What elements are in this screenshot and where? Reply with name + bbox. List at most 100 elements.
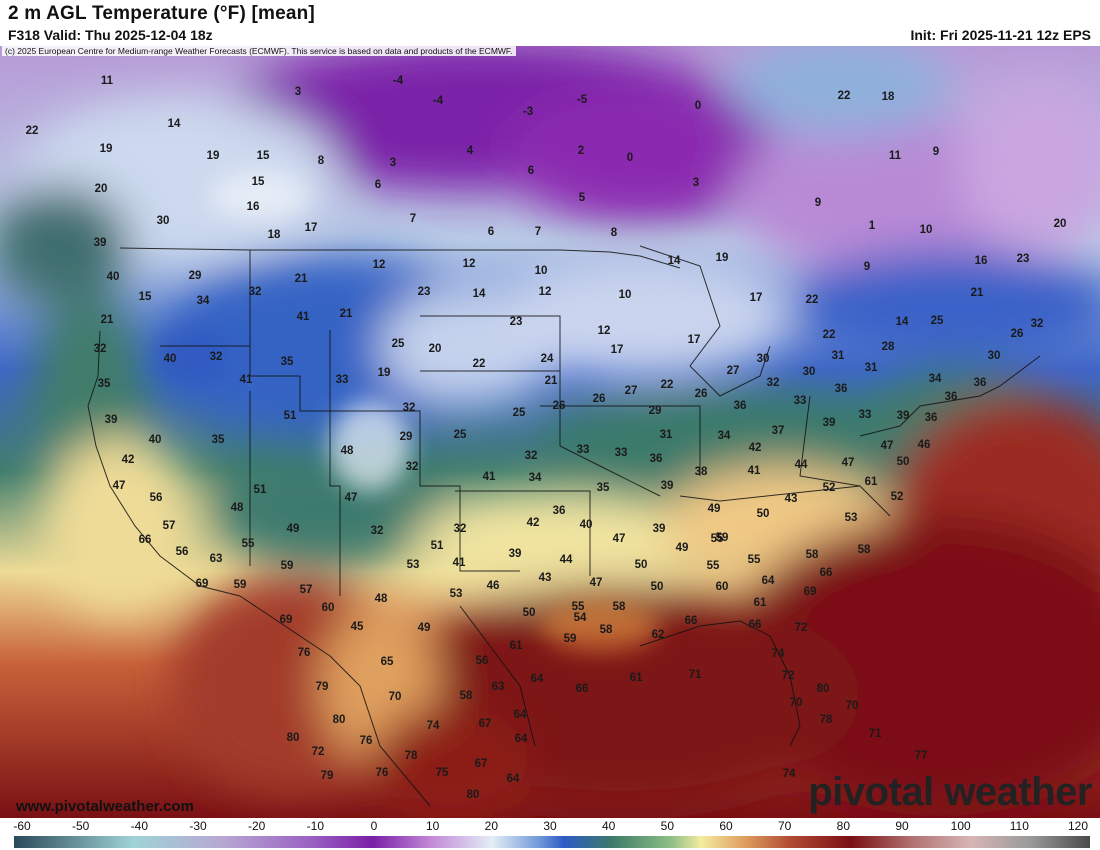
temp-value: 33 [793, 395, 807, 407]
temp-value: 25 [512, 407, 526, 419]
temp-value: 53 [449, 588, 463, 600]
temp-value: 33 [614, 447, 628, 459]
temp-value: 69 [279, 614, 293, 626]
temp-value: 42 [121, 454, 135, 466]
temp-value: 57 [299, 584, 313, 596]
colorbar-tick: -10 [306, 819, 324, 833]
temp-value: 36 [552, 505, 566, 517]
temp-value: 36 [733, 400, 747, 412]
temp-value: 72 [794, 622, 808, 634]
temp-value: 52 [822, 482, 836, 494]
temp-value: 3 [389, 157, 397, 169]
temp-value: 56 [475, 655, 489, 667]
temp-value: 59 [715, 532, 729, 544]
temp-value: 59 [280, 560, 294, 572]
temp-value: -4 [392, 75, 404, 87]
temp-value: 55 [710, 533, 724, 545]
temp-value: 12 [597, 325, 611, 337]
temp-value: 79 [315, 681, 329, 693]
temp-value: 10 [534, 265, 548, 277]
temp-value: 36 [944, 391, 958, 403]
temp-value: 78 [819, 714, 833, 726]
temp-value: 21 [970, 287, 984, 299]
colorbar-tick: 70 [777, 819, 792, 833]
temp-value: 21 [339, 308, 353, 320]
temp-value: 55 [241, 538, 255, 550]
colorbar-ticks: -60 -50 -40 -30 -20 -10 0 10 20 30 40 50 60 70 80 90 100… [0, 818, 1100, 834]
temp-value: 53 [406, 559, 420, 571]
colorbar-tick: 20 [484, 819, 499, 833]
temp-value: 15 [251, 176, 265, 188]
temp-value: 58 [857, 544, 871, 556]
colorbar-tick: 10 [425, 819, 440, 833]
temp-value: 54 [573, 612, 587, 624]
temp-value: 41 [296, 311, 310, 323]
temp-value: 26 [1010, 328, 1024, 340]
temp-value: 51 [283, 410, 297, 422]
temp-value: 30 [156, 215, 170, 227]
colorbar-tick: 0 [370, 819, 378, 833]
temp-value: 32 [248, 286, 262, 298]
temp-value: 61 [629, 672, 643, 684]
temp-value: 47 [612, 533, 626, 545]
temp-value: 47 [880, 440, 894, 452]
temp-value: 40 [148, 434, 162, 446]
temp-value: 6 [527, 165, 535, 177]
temp-value: 66 [819, 567, 833, 579]
temp-value: 49 [675, 542, 689, 554]
temp-value: 70 [845, 700, 859, 712]
temp-value: 21 [100, 314, 114, 326]
temp-value: 79 [320, 770, 334, 782]
temp-value: 25 [391, 338, 405, 350]
temp-value: 24 [540, 353, 554, 365]
temp-value: 46 [917, 439, 931, 451]
temp-value: 43 [538, 572, 552, 584]
temp-value: 50 [634, 559, 648, 571]
temp-value: 61 [753, 597, 767, 609]
temp-value: 32 [524, 450, 538, 462]
temp-value: 15 [256, 150, 270, 162]
temp-value: 36 [834, 383, 848, 395]
temp-value: 60 [321, 602, 335, 614]
temp-value: 39 [93, 237, 107, 249]
colorbar-ramp [14, 836, 1090, 848]
temp-value: 8 [610, 227, 618, 239]
temp-value: 2 [577, 145, 585, 157]
temp-value: 26 [694, 388, 708, 400]
temp-value: 16 [246, 201, 260, 213]
temp-value: 35 [280, 356, 294, 368]
temp-value: 22 [822, 329, 836, 341]
temp-value: 18 [267, 229, 281, 241]
temperature-map[interactable]: (c) 2025 European Centre for Medium-rang… [0, 46, 1100, 818]
temp-value: 47 [112, 480, 126, 492]
init-time: Init: Fri 2025-11-21 12z EPS [910, 27, 1091, 43]
temp-value: 63 [491, 681, 505, 693]
temp-value: 32 [209, 351, 223, 363]
colorbar-tick: 50 [660, 819, 675, 833]
temp-value: 26 [552, 400, 566, 412]
site-url[interactable]: www.pivotalweather.com [16, 798, 194, 815]
valid-time: F318 Valid: Thu 2025-12-04 18z [8, 27, 213, 43]
temp-value: 71 [688, 669, 702, 681]
temp-value: 40 [579, 519, 593, 531]
temp-value: 32 [402, 402, 416, 414]
temp-value: 41 [482, 471, 496, 483]
temp-value: 30 [987, 350, 1001, 362]
temp-value: 33 [335, 374, 349, 386]
temp-value: 4 [466, 145, 474, 157]
temp-value: 28 [881, 341, 895, 353]
temp-value: 3 [294, 86, 302, 98]
temp-value: 18 [881, 91, 895, 103]
temp-value: 14 [667, 255, 681, 267]
temp-value: 41 [747, 465, 761, 477]
temp-value: 11 [100, 75, 114, 87]
colorbar-tick: -20 [247, 819, 266, 833]
temp-value: 19 [715, 252, 729, 264]
temp-value: 25 [453, 429, 467, 441]
temp-value: 74 [771, 648, 785, 660]
temp-value: 9 [814, 197, 822, 209]
colorbar-tick: 80 [836, 819, 851, 833]
temp-value: 39 [104, 414, 118, 426]
colorbar-tick: 60 [719, 819, 733, 833]
temp-value: 32 [405, 461, 419, 473]
